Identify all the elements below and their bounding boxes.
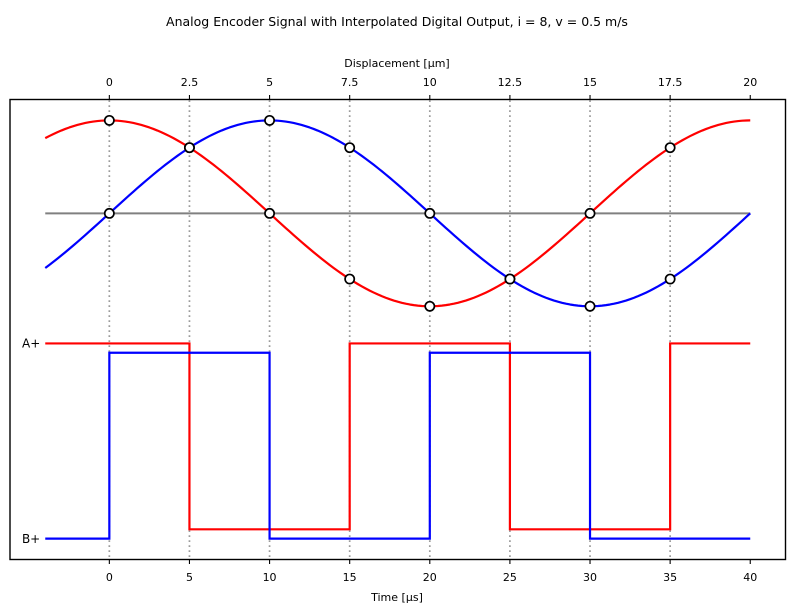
top-axis-tick-label: 10	[423, 76, 437, 89]
sample-marker	[584, 207, 596, 219]
top-axis-tick-label: 15	[583, 76, 597, 89]
sample-marker	[344, 142, 356, 154]
top-axis-tick-label: 0	[106, 76, 113, 89]
plot-border	[9, 98, 787, 561]
top-axis-tick-label: 2.5	[181, 76, 199, 89]
top-axis-tick-label: 7.5	[341, 76, 359, 89]
sample-marker	[584, 300, 596, 312]
sample-marker	[664, 142, 676, 154]
top-axis-tick-label: 17.5	[658, 76, 683, 89]
bottom-axis-tick-label: 0	[106, 571, 113, 584]
bottom-axis-tick-label: 40	[743, 571, 757, 584]
sample-marker	[264, 207, 276, 219]
plot-area: A+ B+ 0 2.5 5 7.5 10 12.5 15 17.5 20 0 5 10 15 20 25 30 35…	[22, 76, 757, 584]
top-axis-tick-label: 5	[266, 76, 273, 89]
digital-signal-a-plus-label: A+	[22, 337, 40, 351]
bottom-axis-tick-label: 25	[503, 571, 517, 584]
sample-marker	[344, 273, 356, 285]
bottom-axis-tick-label: 30	[583, 571, 597, 584]
bottom-axis-tick-label: 10	[263, 571, 277, 584]
sample-marker	[103, 207, 115, 219]
bottom-axis-tick-label: 35	[663, 571, 677, 584]
sample-marker	[103, 114, 115, 126]
sample-marker	[424, 207, 436, 219]
sample-marker	[664, 273, 676, 285]
digital-signal-b-plus-label: B+	[22, 532, 40, 546]
chart-title: Analog Encoder Signal with Interpolated …	[166, 14, 628, 29]
digital-signal-b-plus	[45, 351, 751, 540]
bottom-axis-title: Time [μs]	[370, 591, 423, 604]
sample-marker	[504, 273, 516, 285]
sample-marker	[264, 114, 276, 126]
bottom-axis-tick-label: 20	[423, 571, 437, 584]
bottom-axis-tick-label: 5	[186, 571, 193, 584]
analog-channel-b-sine	[44, 119, 751, 308]
digital-signal-a-plus	[45, 342, 751, 531]
analog-channel-a-cosine	[44, 119, 751, 308]
sample-marker	[183, 142, 195, 154]
top-axis-tick-label: 12.5	[498, 76, 523, 89]
top-axis-title: Displacement [μm]	[344, 57, 449, 70]
top-axis-tick-label: 20	[743, 76, 757, 89]
sample-marker	[424, 300, 436, 312]
bottom-axis-tick-label: 15	[343, 571, 357, 584]
